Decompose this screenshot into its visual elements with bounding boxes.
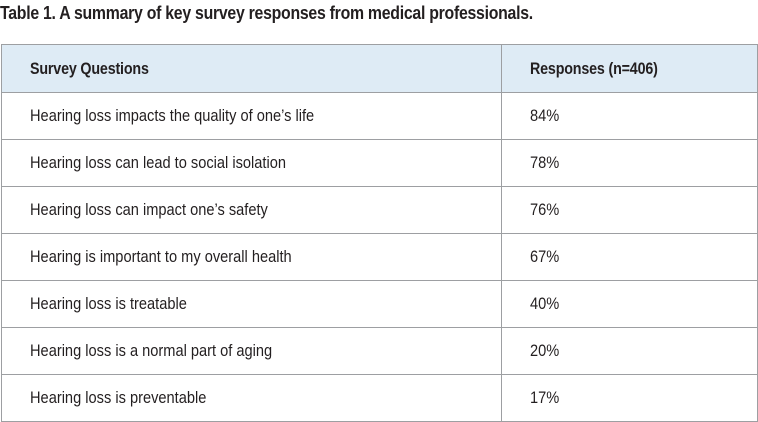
question-cell: Hearing is important to my overall healt…: [1, 233, 502, 281]
question-cell: Hearing loss can impact one’s safety: [1, 186, 502, 234]
column-header-survey-questions: Survey Questions: [1, 44, 502, 93]
column-header-responses: Responses (n=406): [501, 44, 758, 93]
response-cell: 67%: [501, 233, 758, 281]
table-header-row: Survey Questions Responses (n=406): [1, 44, 758, 93]
response-cell: 84%: [501, 92, 758, 140]
table-row: Hearing loss is a normal part of aging 2…: [1, 327, 758, 375]
response-cell: 20%: [501, 327, 758, 375]
table-row: Hearing loss impacts the quality of one’…: [1, 92, 758, 140]
survey-table: Survey Questions Responses (n=406) Heari…: [1, 44, 758, 422]
response-cell: 40%: [501, 280, 758, 328]
table-row: Hearing loss can lead to social isolatio…: [1, 139, 758, 187]
response-cell: 76%: [501, 186, 758, 234]
table-row: Hearing is important to my overall healt…: [1, 233, 758, 281]
question-cell: Hearing loss is a normal part of aging: [1, 327, 502, 375]
table-row: Hearing loss can impact one’s safety 76%: [1, 186, 758, 234]
question-cell: Hearing loss impacts the quality of one’…: [1, 92, 502, 140]
question-cell: Hearing loss can lead to social isolatio…: [1, 139, 502, 187]
table-caption: Table 1. A summary of key survey respons…: [0, 3, 533, 23]
table-row: Hearing loss is preventable 17%: [1, 374, 758, 422]
response-cell: 78%: [501, 139, 758, 187]
response-cell: 17%: [501, 374, 758, 422]
table-row: Hearing loss is treatable 40%: [1, 280, 758, 328]
question-cell: Hearing loss is treatable: [1, 280, 502, 328]
question-cell: Hearing loss is preventable: [1, 374, 502, 422]
